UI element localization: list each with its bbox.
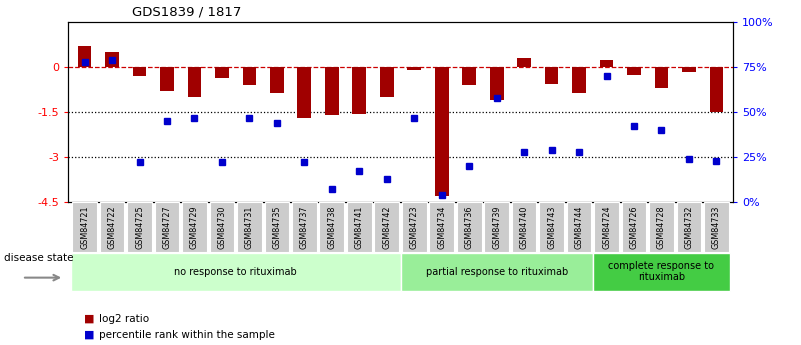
Bar — [320, 202, 344, 252]
Bar — [462, 67, 476, 85]
Bar — [682, 67, 696, 72]
Text: GSM84723: GSM84723 — [410, 205, 419, 249]
Text: GSM84734: GSM84734 — [437, 205, 446, 248]
Text: GSM84722: GSM84722 — [107, 205, 116, 249]
Bar — [489, 67, 504, 100]
Text: GSM84743: GSM84743 — [547, 205, 556, 248]
Bar — [435, 67, 449, 196]
Bar — [70, 253, 400, 291]
Bar — [347, 202, 372, 252]
Bar — [264, 202, 289, 252]
Bar — [380, 67, 393, 97]
Bar — [593, 253, 731, 291]
Text: GSM84742: GSM84742 — [382, 205, 391, 249]
Text: GSM84741: GSM84741 — [355, 205, 364, 248]
Text: GSM84738: GSM84738 — [328, 205, 336, 248]
Text: GSM84744: GSM84744 — [574, 205, 584, 248]
Bar — [600, 60, 614, 67]
Bar — [402, 202, 427, 252]
Bar — [210, 202, 235, 252]
Bar — [429, 202, 454, 252]
Bar — [517, 58, 531, 67]
Bar — [654, 67, 668, 88]
Bar — [677, 202, 702, 252]
Text: ■: ■ — [84, 330, 95, 339]
Text: log2 ratio: log2 ratio — [99, 314, 149, 324]
Text: GSM84725: GSM84725 — [135, 205, 144, 249]
Bar — [72, 202, 97, 252]
Text: GSM84727: GSM84727 — [163, 205, 171, 249]
Bar — [292, 202, 316, 252]
Bar — [105, 52, 119, 67]
Bar — [78, 46, 91, 67]
Bar — [127, 202, 152, 252]
Bar — [704, 202, 729, 252]
Text: GSM84731: GSM84731 — [245, 205, 254, 248]
Text: GSM84740: GSM84740 — [520, 205, 529, 248]
Text: GSM84735: GSM84735 — [272, 205, 281, 249]
Text: percentile rank within the sample: percentile rank within the sample — [99, 330, 275, 339]
Text: GSM84730: GSM84730 — [217, 205, 227, 248]
Text: GSM84736: GSM84736 — [465, 205, 473, 248]
Bar — [325, 67, 339, 115]
Bar — [572, 67, 586, 93]
Text: GSM84726: GSM84726 — [630, 205, 638, 249]
Text: GSM84721: GSM84721 — [80, 205, 89, 249]
Text: GSM84733: GSM84733 — [712, 205, 721, 248]
Text: GSM84739: GSM84739 — [492, 205, 501, 249]
Bar — [155, 202, 179, 252]
Bar — [512, 202, 537, 252]
Bar — [160, 67, 174, 91]
Text: GSM84732: GSM84732 — [685, 205, 694, 249]
Bar — [710, 67, 723, 112]
Text: ■: ■ — [84, 314, 95, 324]
Text: GSM84724: GSM84724 — [602, 205, 611, 249]
Bar — [539, 202, 564, 252]
Bar — [457, 202, 481, 252]
Bar — [485, 202, 509, 252]
Bar — [237, 202, 262, 252]
Bar — [215, 67, 229, 78]
Bar — [187, 67, 201, 97]
Bar — [594, 202, 619, 252]
Bar — [408, 67, 421, 70]
Bar — [182, 202, 207, 252]
Bar — [133, 67, 147, 76]
Bar — [622, 202, 646, 252]
Bar — [400, 253, 593, 291]
Bar — [270, 67, 284, 93]
Text: partial response to rituximab: partial response to rituximab — [425, 267, 568, 277]
Bar — [649, 202, 674, 252]
Bar — [374, 202, 399, 252]
Bar — [99, 202, 124, 252]
Bar — [352, 67, 366, 114]
Text: GDS1839 / 1817: GDS1839 / 1817 — [132, 6, 242, 19]
Bar — [297, 67, 312, 118]
Bar — [567, 202, 591, 252]
Text: complete response to
rituximab: complete response to rituximab — [609, 261, 714, 283]
Text: no response to rituximab: no response to rituximab — [175, 267, 297, 277]
Bar — [243, 67, 256, 85]
Bar — [627, 67, 641, 75]
Text: GSM84728: GSM84728 — [657, 205, 666, 249]
Bar — [545, 67, 558, 84]
Text: GSM84737: GSM84737 — [300, 205, 309, 249]
Text: GSM84729: GSM84729 — [190, 205, 199, 249]
Text: disease state: disease state — [4, 253, 74, 263]
